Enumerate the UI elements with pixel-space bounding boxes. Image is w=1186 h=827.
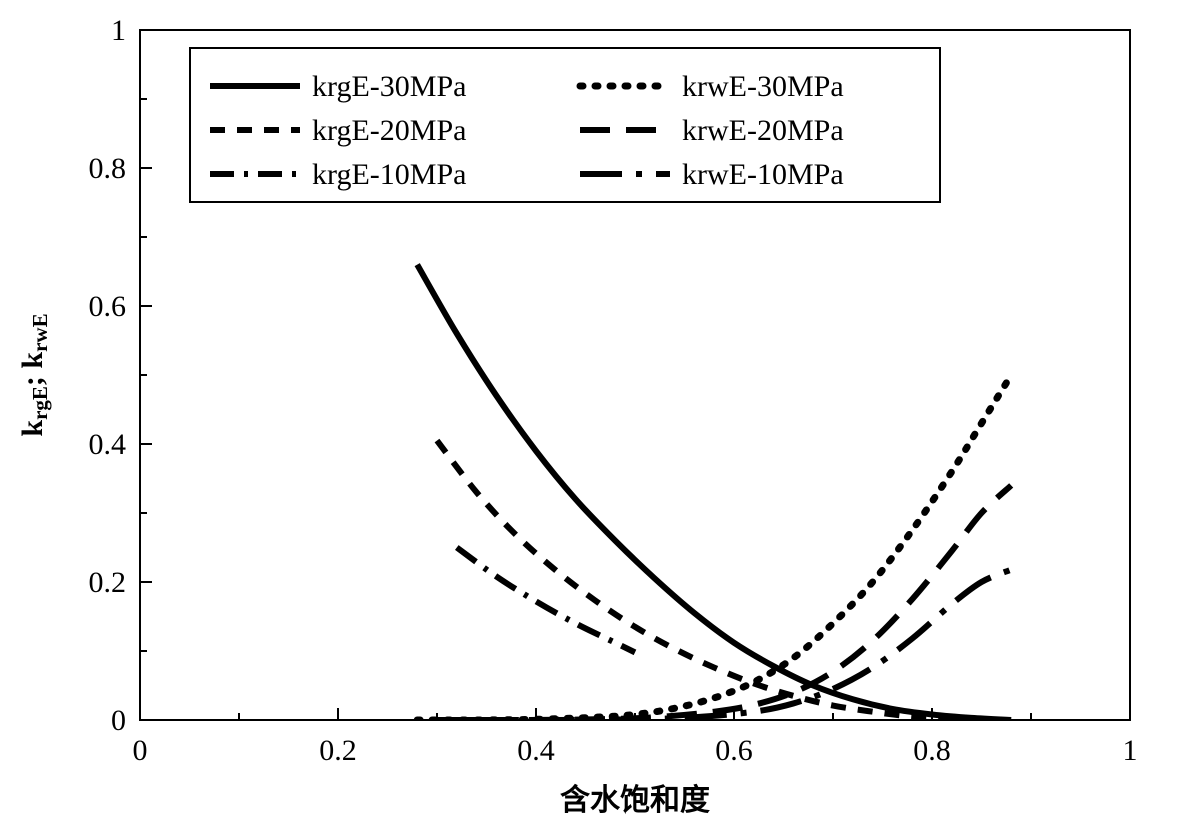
legend: krgE-30MPa krwE-30MPa krgE-20MPa krwE-20MPa… (190, 48, 940, 202)
x-axis-label: 含水饱和度 (560, 783, 710, 817)
x-tick-label: 0 (133, 734, 148, 767)
x-tick-label: 0.6 (715, 734, 753, 767)
y-tick-label: 1 (111, 14, 126, 47)
series-group (417, 265, 1011, 721)
x-tick-label: 0.2 (319, 734, 357, 767)
legend-label-krgE10: krgE-10MPa (312, 158, 466, 191)
series-krgE30 (417, 265, 1011, 720)
x-tick-label: 0.4 (517, 734, 555, 767)
x-tick-label: 1 (1123, 734, 1138, 767)
legend-label-krwE30: krwE-30MPa (682, 70, 844, 103)
x-tick-label: 0.8 (913, 734, 951, 767)
y-axis-label: krgE; krwE (16, 313, 52, 436)
y-tick-label: 0.8 (89, 152, 127, 185)
chart-svg: 0 0.2 0.4 0.6 0.8 1 0 0.2 0.4 0.6 0.8 1 含水饱和度 krgE; k… (0, 0, 1186, 827)
legend-label-krwE20: krwE-20MPa (682, 114, 844, 147)
y-tick-label: 0.6 (89, 290, 127, 323)
y-tick-label: 0.2 (89, 566, 127, 599)
legend-label-krwE10: krwE-10MPa (682, 158, 844, 191)
y-axis-label-group: krgE; krwE (16, 313, 52, 436)
legend-label-krgE20: krgE-20MPa (312, 114, 466, 147)
y-tick-label: 0 (111, 704, 126, 737)
series-krwE20 (437, 485, 1011, 720)
y-tick-label: 0.4 (89, 428, 127, 461)
relperm-chart: 0 0.2 0.4 0.6 0.8 1 0 0.2 0.4 0.6 0.8 1 含水饱和度 krgE; k… (0, 0, 1186, 827)
legend-label-krgE30: krgE-30MPa (312, 70, 466, 103)
